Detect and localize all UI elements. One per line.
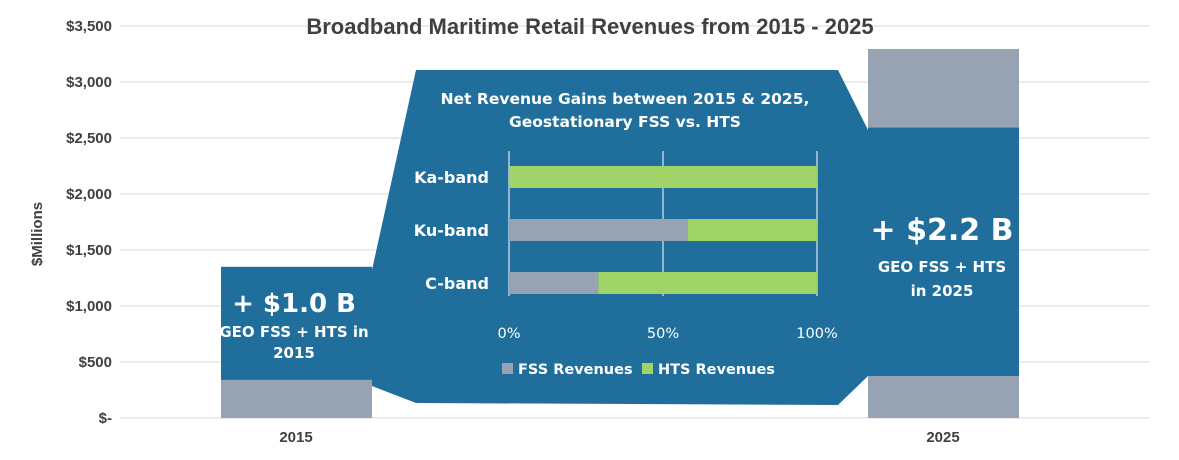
y-tick-label: $500 bbox=[79, 354, 112, 371]
y-tick-label: $2,500 bbox=[66, 130, 112, 147]
inset-bar-Ku-band-1 bbox=[687, 219, 817, 241]
bar-segment-2015-0 bbox=[221, 379, 372, 418]
legend-label: FSS Revenues bbox=[518, 362, 633, 378]
callout-2015-line1: GEO FSS + HTS in bbox=[219, 323, 368, 341]
legend-swatch bbox=[502, 363, 513, 374]
inset-bar-C-band-0 bbox=[509, 272, 599, 294]
y-axis-ticks: $- $500 $1,000 $1,500 $2,000 $2,500 $3,000 $3,5… bbox=[66, 18, 112, 427]
callout-2025-value: + $2.2 B bbox=[871, 213, 1014, 248]
bar-segment-2025-0 bbox=[868, 374, 1019, 418]
legend-swatch bbox=[642, 363, 653, 374]
callout-2015-line2: 2015 bbox=[273, 344, 315, 362]
legend-label: HTS Revenues bbox=[658, 362, 775, 378]
x-axis-ticks: 2015 2025 bbox=[279, 429, 959, 446]
inset-chart: Net Revenue Gains between 2015 & 2025, G… bbox=[414, 90, 838, 378]
y-tick-label: $3,500 bbox=[66, 18, 112, 35]
y-tick-label: $1,500 bbox=[66, 242, 112, 259]
inset-bar-C-band-1 bbox=[598, 272, 817, 294]
callout-2015-value: + $1.0 B bbox=[232, 289, 356, 319]
inset-category-label: C-band bbox=[425, 274, 489, 293]
inset-x-tick-label: 100% bbox=[796, 326, 837, 342]
inset-category-label: Ka-band bbox=[414, 168, 489, 187]
y-tick-label: $- bbox=[99, 410, 112, 427]
x-tick-label-2025: 2025 bbox=[926, 429, 959, 446]
bar-segment-2015-1 bbox=[221, 266, 372, 380]
y-tick-label: $2,000 bbox=[66, 186, 112, 203]
y-axis-label: $Millions bbox=[29, 202, 46, 266]
inset-bars bbox=[509, 166, 817, 294]
inset-title-line2: Geostationary FSS vs. HTS bbox=[509, 113, 741, 131]
chart-title: Broadband Maritime Retail Revenues from … bbox=[306, 14, 873, 39]
inset-x-tick-label: 0% bbox=[497, 326, 520, 342]
inset-bar-Ka-band-1 bbox=[509, 166, 817, 188]
y-tick-label: $3,000 bbox=[66, 74, 112, 91]
x-tick-label-2015: 2015 bbox=[279, 429, 312, 446]
inset-legend: FSS Revenues HTS Revenues bbox=[502, 362, 775, 378]
inset-bar-Ku-band-0 bbox=[509, 219, 688, 241]
bar-segment-2025-2 bbox=[868, 48, 1019, 128]
callout-2025-line1: GEO FSS + HTS bbox=[878, 258, 1006, 276]
inset-x-tick-label: 50% bbox=[647, 326, 679, 342]
inset-category-labels: Ka-band Ku-band C-band bbox=[414, 168, 489, 293]
y-tick-label: $1,000 bbox=[66, 298, 112, 315]
inset-x-ticks: 0% 50% 100% bbox=[497, 326, 837, 342]
inset-title-line1: Net Revenue Gains between 2015 & 2025, bbox=[441, 90, 810, 108]
inset-category-label: Ku-band bbox=[414, 221, 489, 240]
callout-2025-line2: in 2025 bbox=[911, 282, 974, 300]
